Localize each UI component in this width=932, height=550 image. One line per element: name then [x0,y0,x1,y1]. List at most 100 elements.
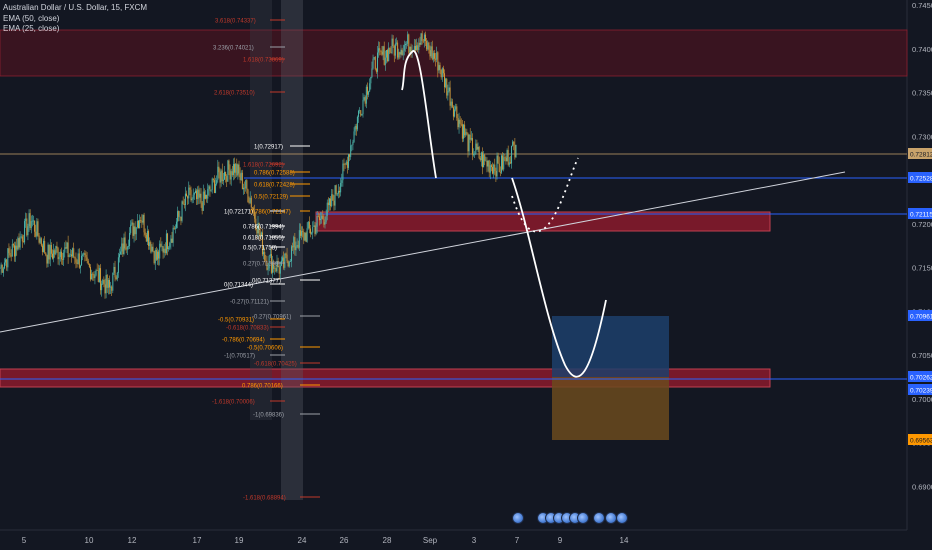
candle-body [193,193,195,195]
candle-body [60,251,62,260]
long-position-stop[interactable] [552,377,669,440]
candle-body [78,253,80,268]
candle-body [207,188,209,199]
candle-body [463,124,465,139]
candle-body [55,246,57,255]
candle-body [230,171,232,180]
candlestick-series [0,30,517,299]
y-tick-label: 0.74500 [912,1,932,10]
candle-body [103,279,105,285]
fib-level-label: 0(0.71344) [224,283,253,289]
candle-body [346,161,348,168]
candle-body [205,194,207,199]
candle-body [51,253,53,259]
candle-body [400,49,402,55]
economic-event-icon[interactable] [577,512,589,524]
candle-body [186,193,188,197]
candle-body [351,144,353,146]
candle-body [46,255,48,264]
candle-body [148,231,150,246]
price-tag [908,371,932,382]
candle-body [298,230,300,248]
candle-body [460,123,462,125]
symbol-title[interactable]: Australian Dollar / U.S. Dollar, 15, FXC… [3,3,148,12]
supply-zone-top[interactable] [0,29,908,77]
trendline[interactable] [0,171,846,333]
candle-body [335,185,337,195]
x-tick-label: 26 [340,536,349,545]
economic-event-icon[interactable] [616,512,628,524]
candle-body [425,34,427,41]
economic-event-icon[interactable] [593,512,605,524]
candle-body [155,250,157,260]
candle-body [149,242,151,246]
candle-body [5,259,7,263]
candle-body [171,238,173,243]
candle-body [210,189,212,191]
candle-body [394,43,396,56]
projection-curve-main[interactable] [511,177,607,378]
candle-body [244,187,246,189]
price-tag-label: 0.70961 [910,314,932,321]
candle-body [85,255,87,258]
candle-body [24,221,26,243]
candle-body [226,175,228,182]
candle-body [470,138,472,140]
x-tick-label: Sep [423,536,438,545]
candle-body [497,155,499,164]
candle-body [495,171,497,177]
candle-body [302,231,304,233]
ema50-label[interactable]: EMA (50, close) [3,13,60,23]
candle-body [342,163,344,181]
candle-body [331,194,333,207]
fib-level-label: 0.27(0.71568) [243,262,280,268]
candle-body [340,182,342,193]
candle-body [139,220,141,229]
fib-level-label: 1.618(0.72692) [243,163,284,169]
candle-body [401,49,403,56]
candle-body [50,245,52,254]
candle-body [459,119,461,124]
projection-curve-alt[interactable] [511,157,579,233]
candle-body [365,86,367,104]
candle-body [74,257,76,259]
candle-body [441,68,443,78]
candle-body [241,172,243,190]
candle-body [38,235,40,243]
candle-body [284,253,286,268]
demand-zone-middle[interactable] [315,211,771,232]
candle-body [286,254,288,262]
candle-body [509,162,511,164]
candle-body [221,170,223,181]
candle-body [106,274,108,288]
candle-body [418,42,420,50]
candle-body [514,144,516,158]
price-tag [908,384,932,395]
candle-body [178,211,180,217]
candle-body [49,245,51,260]
candle-body [419,42,421,45]
candle-body [487,160,489,167]
fib-level-label: 0.618(0.72428) [254,183,295,189]
projection-arc-top[interactable] [401,50,437,179]
fib-level-label: 0.5(0.71758) [243,246,277,252]
candle-body [215,184,217,193]
candle-body [1,264,3,273]
candle-body [123,237,125,255]
candle-body [439,65,441,70]
candle-body [137,220,139,229]
candle-body [20,236,22,238]
candle-body [217,166,219,181]
candle-body [469,134,471,140]
candle-body [146,231,148,242]
candle-body [422,40,424,42]
long-position-target[interactable] [552,316,669,377]
time-axis[interactable]: 5 10 12 17 19 24 26 28 Sep 3 7 9 14 [22,536,629,545]
candle-body [258,222,260,234]
candle-body [30,221,32,229]
candle-body [167,233,169,250]
economic-event-icon[interactable] [512,512,524,524]
ema25-label[interactable]: EMA (25, close) [3,24,60,33]
candle-body [232,164,234,176]
